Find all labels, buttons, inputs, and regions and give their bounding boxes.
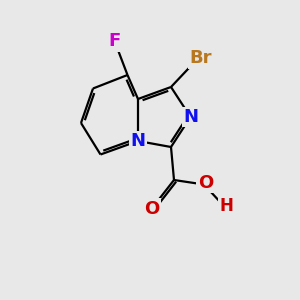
Text: N: N xyxy=(130,132,146,150)
Text: O: O xyxy=(198,174,213,192)
Text: F: F xyxy=(108,32,120,50)
Text: Br: Br xyxy=(190,50,212,68)
Text: O: O xyxy=(144,200,159,217)
Text: N: N xyxy=(183,108,198,126)
Text: H: H xyxy=(220,197,233,215)
